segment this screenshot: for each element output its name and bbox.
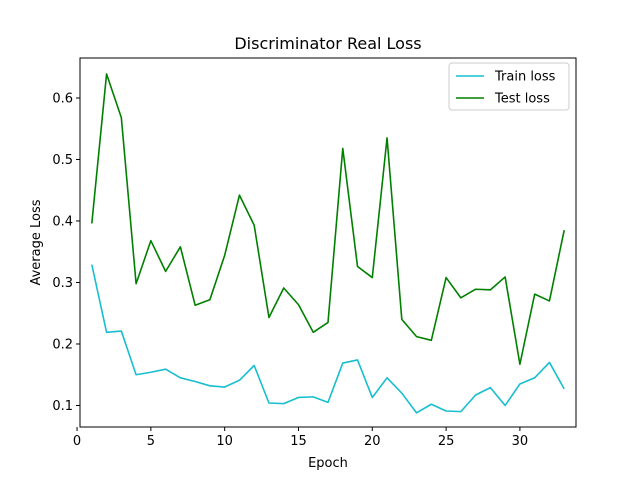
y-axis: 0.1 0.2 0.3 0.4 0.5 0.6 [52, 91, 80, 414]
y-tick-label: 0.1 [52, 399, 73, 414]
x-axis: 0 5 10 15 20 25 30 [73, 427, 528, 449]
x-tick-label: 15 [290, 434, 307, 449]
y-tick-label: 0.5 [52, 153, 73, 168]
x-tick-label: 20 [364, 434, 381, 449]
plot-area [80, 58, 576, 427]
series-layer [91, 73, 565, 414]
y-axis-label: Average Loss [29, 199, 44, 285]
y-tick-label: 0.2 [52, 337, 73, 352]
x-tick-label: 0 [73, 434, 81, 449]
legend-label: Test loss [494, 92, 550, 107]
x-tick-label: 30 [512, 434, 529, 449]
legend: Train loss Test loss [448, 62, 570, 111]
x-axis-label: Epoch [308, 456, 348, 471]
legend-label: Train loss [494, 70, 556, 85]
series-line-test-loss [91, 73, 565, 366]
chart-title: Discriminator Real Loss [234, 34, 421, 53]
x-tick-label: 25 [438, 434, 455, 449]
plot-frame [79, 57, 577, 428]
x-tick-label: 5 [147, 434, 155, 449]
y-tick-label: 0.4 [52, 214, 73, 229]
x-tick-label: 10 [216, 434, 233, 449]
y-tick-label: 0.3 [52, 276, 73, 291]
series-line-train-loss [91, 264, 565, 414]
y-tick-label: 0.6 [52, 91, 73, 106]
